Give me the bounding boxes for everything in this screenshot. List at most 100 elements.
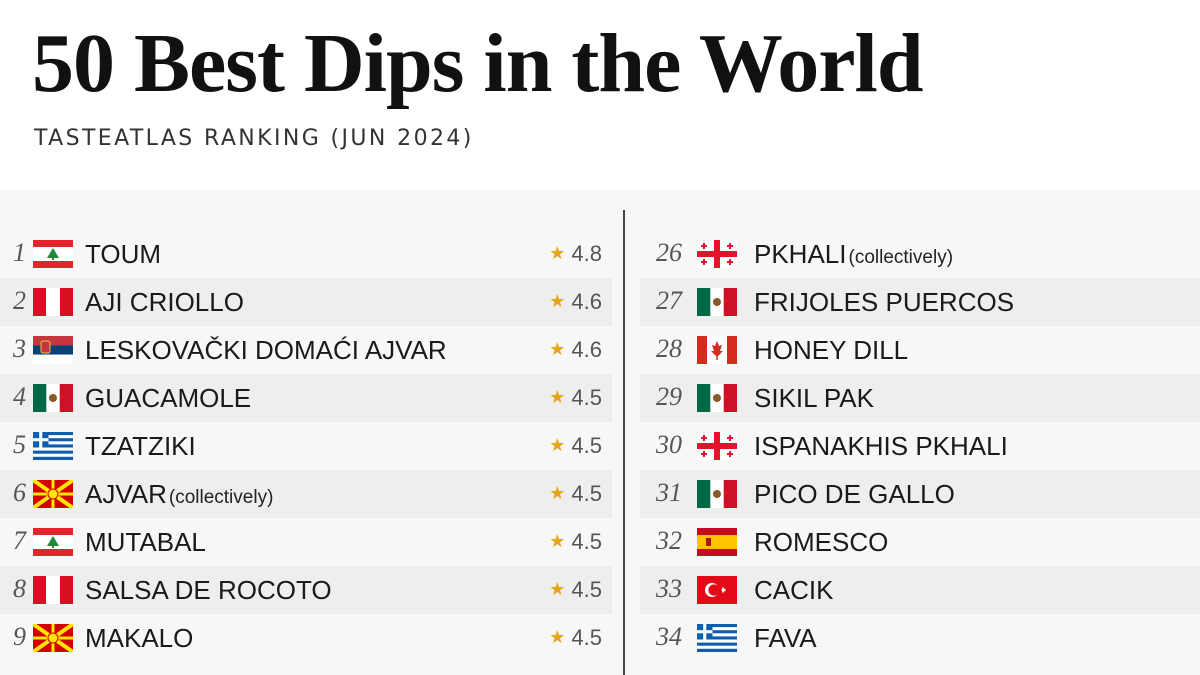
dish-name-wrap: FRIJOLES PUERCOS	[754, 288, 1014, 316]
ranking-row: 34 FAVA	[640, 614, 1200, 662]
mexico-flag	[33, 384, 73, 412]
rating-value: 4.5	[571, 577, 602, 602]
dish-name-wrap: ISPANAKHIS PKHALI	[754, 432, 1008, 460]
north-macedonia-flag	[33, 480, 73, 508]
star-icon: ★	[549, 627, 566, 647]
dish-name: LESKOVAČKI DOMAĆI AJVAR	[85, 335, 447, 365]
ranking-row: 30 ISPANAKHIS PKHALI	[640, 422, 1200, 470]
rank-number: 8	[13, 574, 26, 603]
rating-value: 4.5	[571, 625, 602, 650]
rating-value: 4.6	[571, 289, 602, 314]
star-icon: ★	[549, 579, 566, 599]
dish-name-wrap: SIKIL PAK	[754, 384, 874, 412]
dish-name: TOUM	[85, 239, 162, 269]
rank-number: 2	[13, 286, 26, 315]
greece-flag	[33, 432, 73, 460]
rank-number: 29	[656, 382, 682, 411]
dish-name-wrap: CACIK	[754, 576, 833, 604]
dish-name: ISPANAKHIS PKHALI	[754, 431, 1008, 461]
dish-name: HONEY DILL	[754, 335, 909, 365]
dish-name-wrap: LESKOVAČKI DOMAĆI AJVAR	[85, 336, 447, 364]
ranking-row: 26 PKHALI (collectively)	[640, 230, 1200, 278]
ranking-row: 27 FRIJOLES PUERCOS	[640, 278, 1200, 326]
rating-value: 4.5	[571, 385, 602, 410]
serbia-flag	[33, 336, 73, 364]
dish-name-wrap: MAKALO	[85, 624, 193, 652]
dish-name-wrap: TZATZIKI	[85, 432, 196, 460]
rank-number: 26	[656, 238, 682, 267]
star-icon: ★	[549, 483, 566, 503]
ranking-row: 33 CACIK	[640, 566, 1200, 614]
dish-name: PKHALI	[754, 239, 847, 269]
rating-value: 4.5	[571, 481, 602, 506]
ranking-row: 8 SALSA DE ROCOTO ★ 4.5	[0, 566, 612, 614]
lebanon-flag	[33, 240, 73, 268]
ranking-row: 9 MAKALO ★ 4.5	[0, 614, 612, 662]
rank-number: 31	[656, 478, 682, 507]
rank-number: 28	[656, 334, 682, 363]
dish-name-wrap: GUACAMOLE	[85, 384, 251, 412]
dish-name-wrap: PICO DE GALLO	[754, 480, 955, 508]
rating: ★ 4.5	[549, 625, 602, 651]
rating: ★ 4.6	[549, 289, 602, 315]
lebanon-flag	[33, 528, 73, 556]
column-divider	[623, 210, 625, 675]
dish-name-wrap: MUTABAL	[85, 528, 206, 556]
canada-flag	[697, 336, 737, 364]
dish-name: TZATZIKI	[85, 431, 196, 461]
mexico-flag	[697, 480, 737, 508]
dish-name: CACIK	[754, 575, 834, 605]
dish-name: SIKIL PAK	[754, 383, 874, 413]
rating: ★ 4.5	[549, 385, 602, 411]
peru-flag	[33, 288, 73, 316]
rank-number: 32	[656, 526, 682, 555]
dish-name-wrap: ROMESCO	[754, 528, 888, 556]
rating-value: 4.5	[571, 433, 602, 458]
rank-number: 7	[13, 526, 26, 555]
rating: ★ 4.6	[549, 337, 602, 363]
dish-note: (collectively)	[168, 487, 274, 508]
georgia-flag	[697, 432, 737, 460]
dish-name: SALSA DE ROCOTO	[85, 575, 332, 605]
ranking-row: 32 ROMESCO	[640, 518, 1200, 566]
rating: ★ 4.5	[549, 481, 602, 507]
rating: ★ 4.5	[549, 433, 602, 459]
star-icon: ★	[549, 435, 566, 455]
ranking-row: 1 TOUM ★ 4.8	[0, 230, 612, 278]
rank-number: 30	[656, 430, 682, 459]
page-subtitle: TASTEATLAS RANKING (JUN 2024)	[34, 126, 474, 151]
dish-name-wrap: PKHALI (collectively)	[754, 240, 953, 272]
spain-flag	[697, 528, 737, 556]
star-icon: ★	[549, 531, 566, 551]
greece-flag	[697, 624, 737, 652]
star-icon: ★	[549, 387, 566, 407]
dish-name-wrap: SALSA DE ROCOTO	[85, 576, 332, 604]
dish-name: GUACAMOLE	[85, 383, 252, 413]
rank-number: 9	[13, 622, 26, 651]
page-title: 50 Best Dips in the World	[32, 17, 924, 110]
star-icon: ★	[549, 339, 566, 359]
dish-name: AJVAR	[85, 479, 167, 509]
ranking-row: 31 PICO DE GALLO	[640, 470, 1200, 518]
dish-name: ROMESCO	[754, 527, 889, 557]
dish-name-wrap: AJI CRIOLLO	[85, 288, 244, 316]
dish-name-wrap: TOUM	[85, 240, 161, 268]
rating: ★ 4.5	[549, 577, 602, 603]
rank-number: 34	[656, 622, 682, 651]
rating: ★ 4.8	[549, 241, 602, 267]
ranking-row: 28 HONEY DILL	[640, 326, 1200, 374]
north-macedonia-flag	[33, 624, 73, 652]
dish-name: FAVA	[754, 623, 817, 653]
ranking-row: 29 SIKIL PAK	[640, 374, 1200, 422]
dish-name: PICO DE GALLO	[754, 479, 955, 509]
dish-name: MUTABAL	[85, 527, 206, 557]
rank-number: 5	[13, 430, 26, 459]
dish-name: AJI CRIOLLO	[85, 287, 244, 317]
ranking-row: 6 AJVAR (collectively) ★ 4.5	[0, 470, 612, 518]
rank-number: 4	[13, 382, 26, 411]
peru-flag	[33, 576, 73, 604]
dish-name-wrap: FAVA	[754, 624, 817, 652]
rank-number: 33	[656, 574, 682, 603]
rank-number: 3	[13, 334, 26, 363]
rank-number: 1	[13, 238, 26, 267]
